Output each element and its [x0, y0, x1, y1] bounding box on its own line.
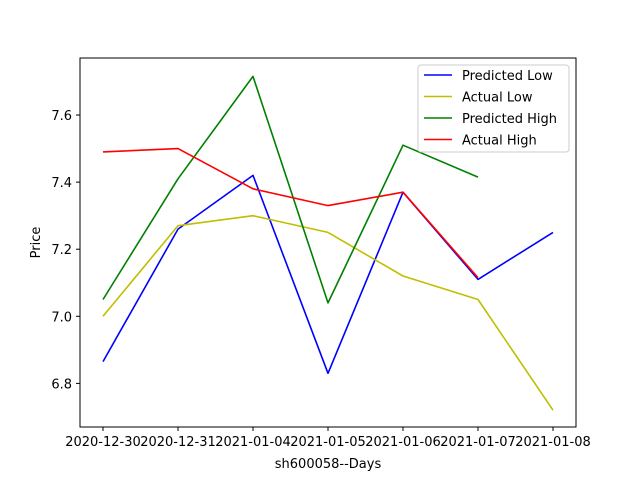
x-tick-label: 2021-01-08 [515, 435, 591, 450]
series-line-actual-high [102, 147, 479, 279]
series-line-predicted-low [102, 174, 554, 375]
x-tick-label: 2021-01-06 [365, 435, 441, 450]
x-tick-label: 2021-01-04 [215, 435, 291, 450]
legend-label: Actual High [462, 134, 537, 149]
legend-label: Predicted Low [462, 69, 553, 84]
legend-label: Predicted High [462, 112, 557, 127]
y-tick-label: 7.2 [51, 243, 72, 258]
series-layer [102, 75, 554, 411]
y-axis: 6.8 7.0 7.2 7.4 7.6 [51, 109, 80, 392]
legend-label: Actual Low [462, 91, 533, 106]
y-tick-label: 6.8 [51, 377, 72, 392]
series-line-predicted-high [102, 75, 479, 304]
x-tick-label: 2020-12-30 [65, 435, 141, 450]
legend: Predicted Low Actual Low Predicted High Act… [417, 64, 570, 153]
x-tick-label: 2020-12-31 [140, 435, 216, 450]
legend-box [417, 64, 570, 153]
y-tick-label: 7.4 [51, 176, 72, 191]
x-tick-label: 2021-01-07 [440, 435, 516, 450]
y-axis-label: Price [29, 227, 44, 259]
series-line-actual-low [102, 214, 554, 411]
y-tick-label: 7.0 [51, 310, 72, 325]
y-tick-label: 7.6 [51, 109, 72, 124]
x-tick-label: 2021-01-05 [290, 435, 366, 450]
x-axis-label: sh600058--Days [275, 457, 382, 472]
x-axis: 2020-12-30 2020-12-31 2021-01-04 2021-01-05… [65, 427, 591, 450]
